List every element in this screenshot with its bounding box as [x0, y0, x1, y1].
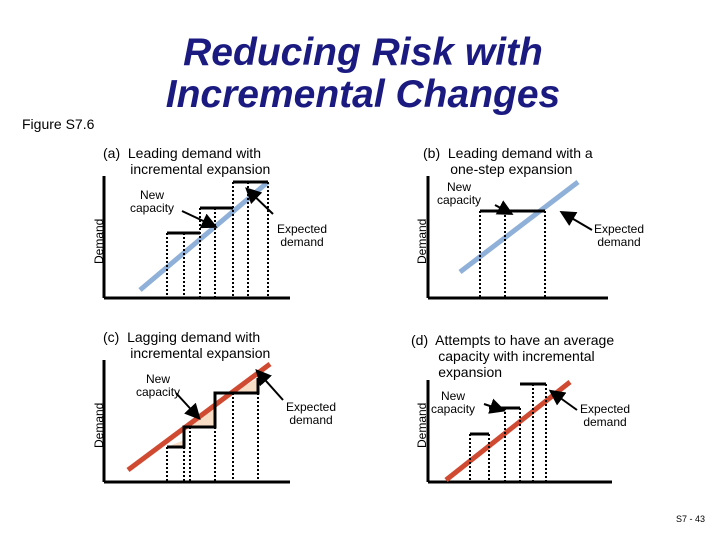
panel-c-shade-1 [167, 440, 184, 447]
panel-a-expected-demand-label: Expected demand [277, 222, 328, 249]
panel-b-expected-demand-arrow [559, 210, 593, 231]
panel-c-new-capacity-arrow [175, 392, 201, 420]
panel-d-expected-demand-arrow [548, 389, 578, 411]
panel-c-caption: (c) Lagging demand with incremental expa… [103, 329, 271, 361]
panel-a-new-capacity-label: New capacity [130, 188, 175, 215]
panel-a-expected-demand-arrow [245, 187, 274, 215]
panel-c-capacity-steps [166, 378, 260, 482]
panel-c-new-capacity-label: New capacity [136, 372, 181, 399]
panel-d-new-capacity-arrow [483, 398, 506, 414]
panel-a-capacity-steps [166, 180, 269, 298]
page-title: Reducing Risk with Incremental Changes [165, 31, 561, 116]
panel-b-new-capacity-label: New capacity [437, 180, 482, 207]
panel-c-expected-demand-label: Expected demand [286, 400, 337, 427]
panel-d-caption: (d) Attempts to have an average capacity… [411, 332, 615, 380]
panel-a-new-capacity-arrow [181, 210, 218, 229]
panel-a-graph [102, 176, 290, 300]
panel-b-graph [426, 176, 608, 300]
panel-c-expected-demand-arrow [255, 369, 284, 401]
panel-b-expected-demand-label: Expected demand [594, 222, 645, 249]
page-number: S7 - 43 [675, 514, 705, 524]
panel-a-caption: (a) Leading demand with incremental expa… [103, 145, 271, 177]
panel-d-new-capacity-label: New capacity [431, 389, 476, 416]
panel-c-graph [102, 360, 290, 484]
figure-label: Figure S7.6 [22, 116, 95, 132]
panel-b-capacity-steps [479, 209, 546, 298]
panel-b-caption: (b) Leading demand with a one-step expan… [423, 145, 593, 177]
panel-d-expected-demand-label: Expected demand [580, 402, 631, 429]
panel-c-demand-line [126, 361, 272, 473]
panel-b-new-capacity-arrow [494, 200, 514, 215]
panel-b-demand-line [458, 180, 580, 274]
panel-d-graph [426, 380, 612, 484]
panel-d-demand-line [444, 380, 572, 482]
